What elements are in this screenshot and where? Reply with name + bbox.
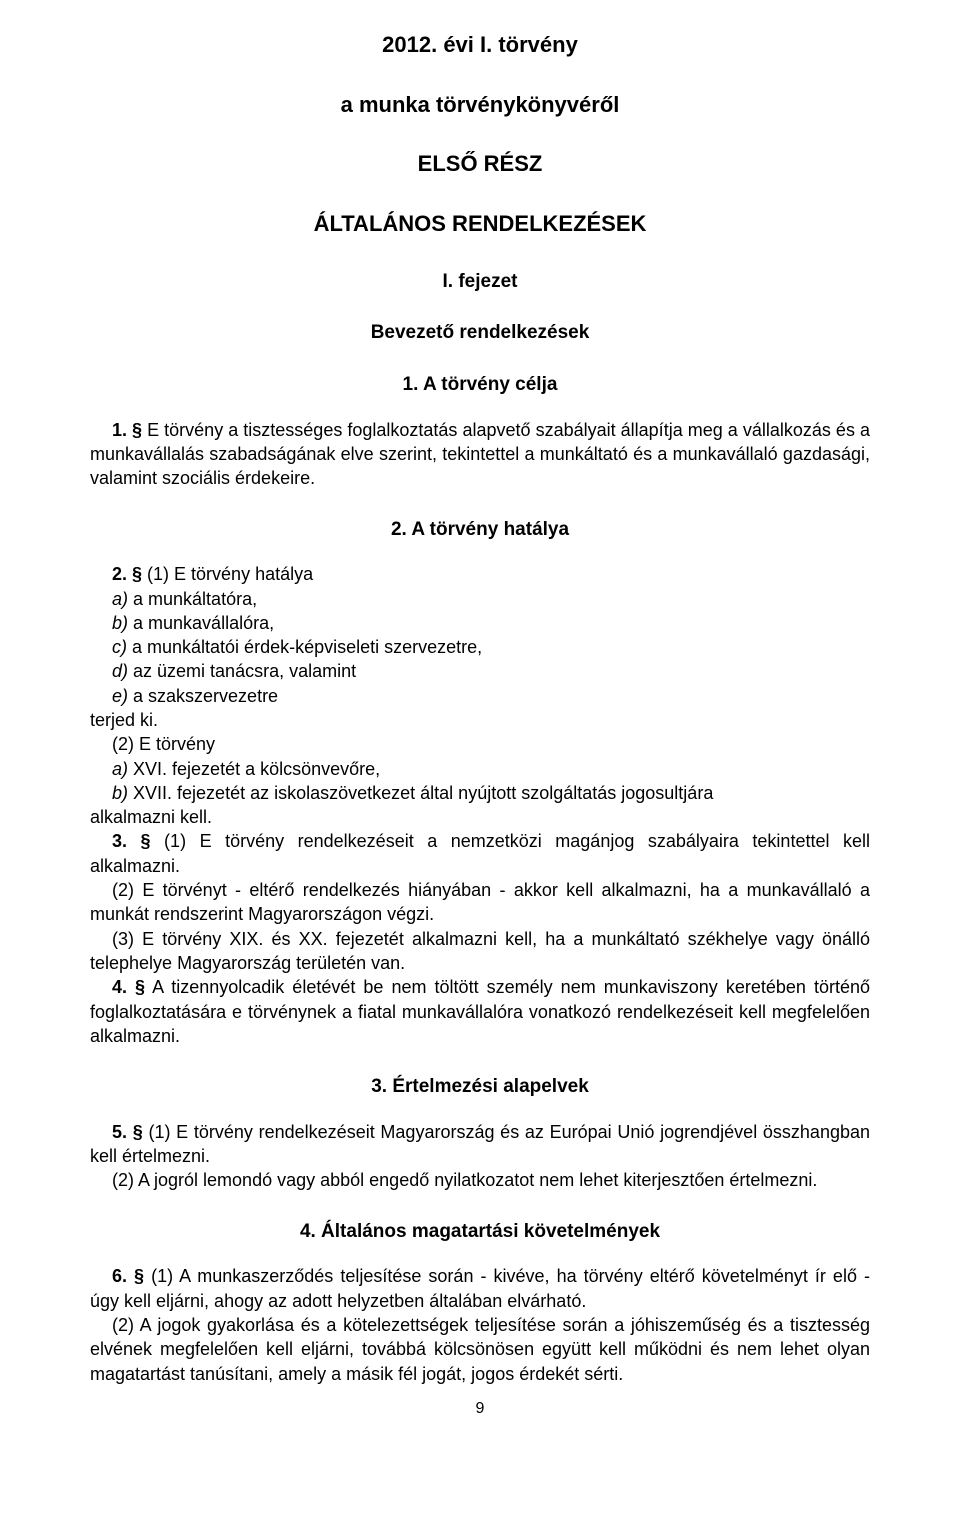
paragraph-3-1-text: (1) E törvény rendelkezéseit a nemzetköz…: [90, 831, 870, 875]
section-1-heading: 1. A törvény célja: [90, 372, 870, 398]
item-b-text: a munkavállalóra,: [128, 613, 274, 633]
page-number: 9: [90, 1398, 870, 1420]
item-a-letter: a): [112, 589, 128, 609]
law-name-title: a munka törvénykönyvéről: [90, 90, 870, 120]
paragraph-6-1: 6. § (1) A munkaszerződés teljesítése so…: [90, 1264, 870, 1313]
paragraph-5-2: (2) A jogról lemondó vagy abból engedő n…: [90, 1168, 870, 1192]
paragraph-1-text: E törvény a tisztességes foglalkoztatás …: [90, 420, 870, 489]
law-number-title: 2012. évi I. törvény: [90, 30, 870, 60]
paragraph-2-1-c: c) a munkáltatói érdek-képviseleti szerv…: [90, 635, 870, 659]
paragraph-4-text: A tizennyolcadik életévét be nem töltött…: [90, 977, 870, 1046]
paragraph-3-3: (3) E törvény XIX. és XX. fejezetét alka…: [90, 927, 870, 976]
item-2a-text: XVI. fejezetét a kölcsönvevőre,: [128, 759, 380, 779]
item-b-letter: b): [112, 613, 128, 633]
paragraph-2-2-end: alkalmazni kell.: [90, 805, 870, 829]
section-5-symbol: 5. §: [112, 1122, 143, 1142]
item-d-letter: d): [112, 661, 128, 681]
item-e-text: a szakszervezetre: [128, 686, 278, 706]
part-title: ELSŐ RÉSZ: [90, 149, 870, 179]
chapter-heading: I. fejezet: [90, 269, 870, 295]
paragraph-5-1: 5. § (1) E törvény rendelkezéseit Magyar…: [90, 1120, 870, 1169]
item-2b-text: XVII. fejezetét az iskolaszövetkezet ált…: [128, 783, 713, 803]
paragraph-2-1-d: d) az üzemi tanácsra, valamint: [90, 659, 870, 683]
item-e-letter: e): [112, 686, 128, 706]
paragraph-2-2: (2) E törvény: [90, 732, 870, 756]
section-4-heading: 4. Általános magatartási követelmények: [90, 1219, 870, 1245]
paragraph-1: 1. § E törvény a tisztességes foglalkozt…: [90, 418, 870, 491]
general-provisions-title: ÁLTALÁNOS RENDELKEZÉSEK: [90, 209, 870, 239]
section-6-symbol: 6. §: [112, 1266, 144, 1286]
item-a-text: a munkáltatóra,: [128, 589, 257, 609]
paragraph-4: 4. § A tizennyolcadik életévét be nem tö…: [90, 975, 870, 1048]
section-3-heading: 3. Értelmezési alapelvek: [90, 1074, 870, 1100]
paragraph-2-2-b: b) XVII. fejezetét az iskolaszövetkezet …: [90, 781, 870, 805]
section-3-symbol: 3. §: [112, 831, 151, 851]
section-4-symbol: 4. §: [112, 977, 145, 997]
paragraph-2-1-text: (1) E törvény hatálya: [142, 564, 313, 584]
paragraph-5-1-text: (1) E törvény rendelkezéseit Magyarorszá…: [90, 1122, 870, 1166]
paragraph-6-1-text: (1) A munkaszerződés teljesítése során -…: [90, 1266, 870, 1310]
paragraph-2-1: 2. § (1) E törvény hatálya: [90, 562, 870, 586]
paragraph-2-1-b: b) a munkavállalóra,: [90, 611, 870, 635]
paragraph-2-1-end: terjed ki.: [90, 708, 870, 732]
item-2a-letter: a): [112, 759, 128, 779]
paragraph-3-2: (2) E törvényt - eltérő rendelkezés hián…: [90, 878, 870, 927]
paragraph-6-2: (2) A jogok gyakorlása és a kötelezettsé…: [90, 1313, 870, 1386]
item-c-text: a munkáltatói érdek-képviseleti szerveze…: [127, 637, 482, 657]
paragraph-3-1: 3. § (1) E törvény rendelkezéseit a nemz…: [90, 829, 870, 878]
paragraph-2-1-a: a) a munkáltatóra,: [90, 587, 870, 611]
section-1-symbol: 1. §: [112, 420, 142, 440]
section-2-heading: 2. A törvény hatálya: [90, 517, 870, 543]
section-2-symbol: 2. §: [112, 564, 142, 584]
paragraph-2-2-a: a) XVI. fejezetét a kölcsönvevőre,: [90, 757, 870, 781]
item-2b-letter: b): [112, 783, 128, 803]
item-c-letter: c): [112, 637, 127, 657]
item-d-text: az üzemi tanácsra, valamint: [128, 661, 356, 681]
section-intro-heading: Bevezető rendelkezések: [90, 320, 870, 346]
paragraph-2-1-e: e) a szakszervezetre: [90, 684, 870, 708]
